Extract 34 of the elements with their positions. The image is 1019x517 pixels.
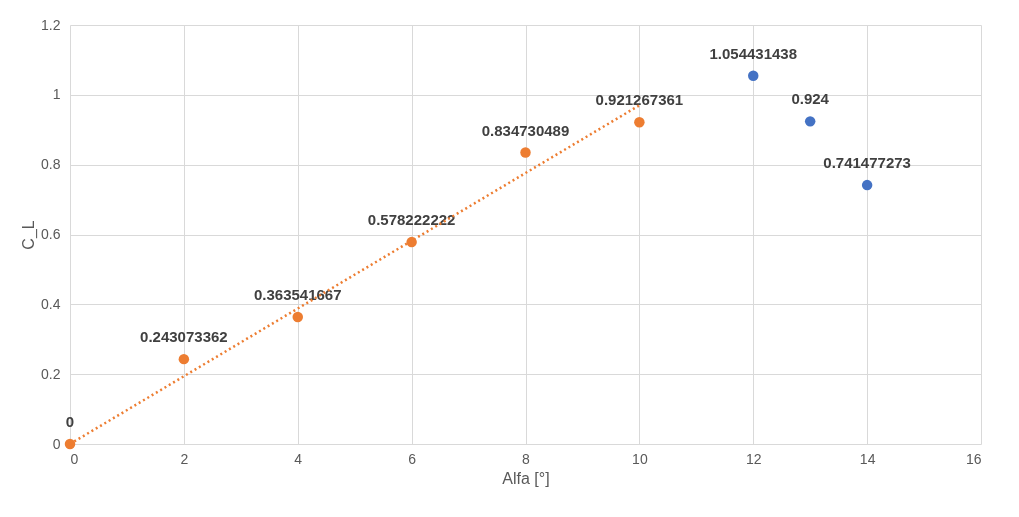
y-tick-label: 0: [52, 435, 61, 452]
point: [178, 353, 190, 365]
y-tick-label: 0.6: [41, 226, 61, 242]
y-tick-label: 0.4: [41, 295, 61, 312]
y-tick-label: 1: [52, 86, 61, 103]
x-tick-label: 4: [294, 450, 303, 467]
x-axis-title: Alfa [°]: [502, 469, 550, 487]
data-label: 0.921267361: [595, 91, 684, 109]
point: [861, 179, 873, 191]
y-tick-label: 0.8: [41, 156, 61, 173]
point: [64, 438, 76, 450]
x-tick-label: 12: [745, 450, 762, 467]
y-tick-label: 1.2: [41, 16, 61, 33]
x-tick-label: 2: [180, 450, 189, 467]
x-tick-label: 0: [70, 450, 79, 467]
data-label: 0.363541667: [253, 286, 342, 304]
point: [804, 116, 816, 127]
x-tick-label: 14: [859, 450, 876, 467]
x-tick-label: 10: [632, 450, 648, 467]
y-tick-label: 0.2: [41, 365, 61, 382]
data-label: 0.924: [791, 90, 830, 108]
point: [748, 70, 759, 82]
x-tick-label: 6: [408, 450, 417, 467]
point: [634, 117, 645, 128]
x-tick-label: 16: [965, 450, 982, 467]
data-label: 0: [65, 413, 75, 430]
data-label: 0.741477273: [823, 154, 911, 172]
point: [292, 311, 303, 323]
point: [520, 147, 531, 158]
data-label: 0.243073362: [140, 328, 228, 346]
data-label: 1.054431438: [709, 44, 798, 62]
y-axis-title: C_L: [20, 220, 39, 250]
x-tick-label: 8: [522, 450, 531, 467]
data-label: 0.834730489: [481, 121, 570, 139]
